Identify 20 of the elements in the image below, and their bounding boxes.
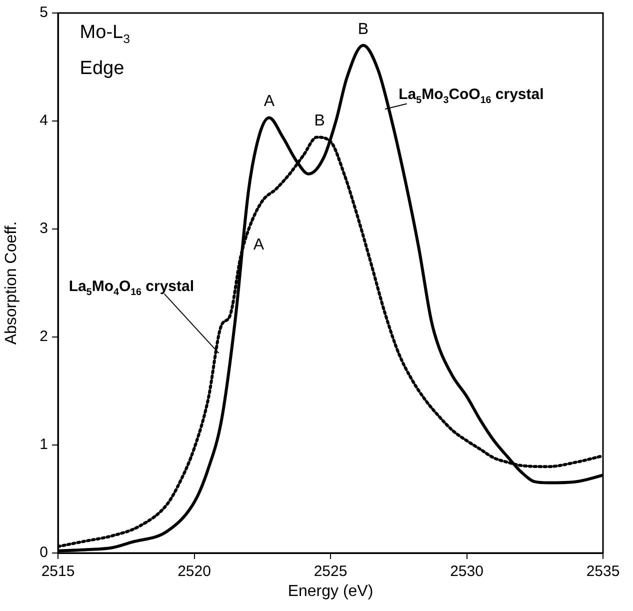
series-label: La$_{5}$Mo$_{3}$CoO$_{16}$ crystal [398,86,544,106]
y-tick-label: 1 [40,436,48,454]
x-tick-label: 2525 [314,563,348,580]
y-tick-label: 3 [40,220,48,238]
annotation: B [314,112,325,130]
y-axis-title: Absorption Coeff. [3,221,20,345]
annotation: B [358,20,369,38]
x-tick-label: 2530 [450,563,484,580]
y-tick-label: 4 [40,112,48,130]
annotation: A [264,93,275,110]
y-tick-label: 0 [40,544,48,562]
text: La$_{5}$Mo$_{4}$O$_{16}$ crystal [68,278,194,298]
x-tick-label: 2535 [586,563,620,580]
x-axis-title: Energy (eV) [288,582,374,600]
annotation: A [253,236,264,254]
x-tick-label: 2520 [178,563,211,580]
x-tick-label: 2515 [41,563,75,580]
y-tick-label: 2 [40,328,48,346]
y-tick-label: 5 [40,4,48,22]
annotation: Mo-L$_{3}$ Edge [80,21,131,82]
